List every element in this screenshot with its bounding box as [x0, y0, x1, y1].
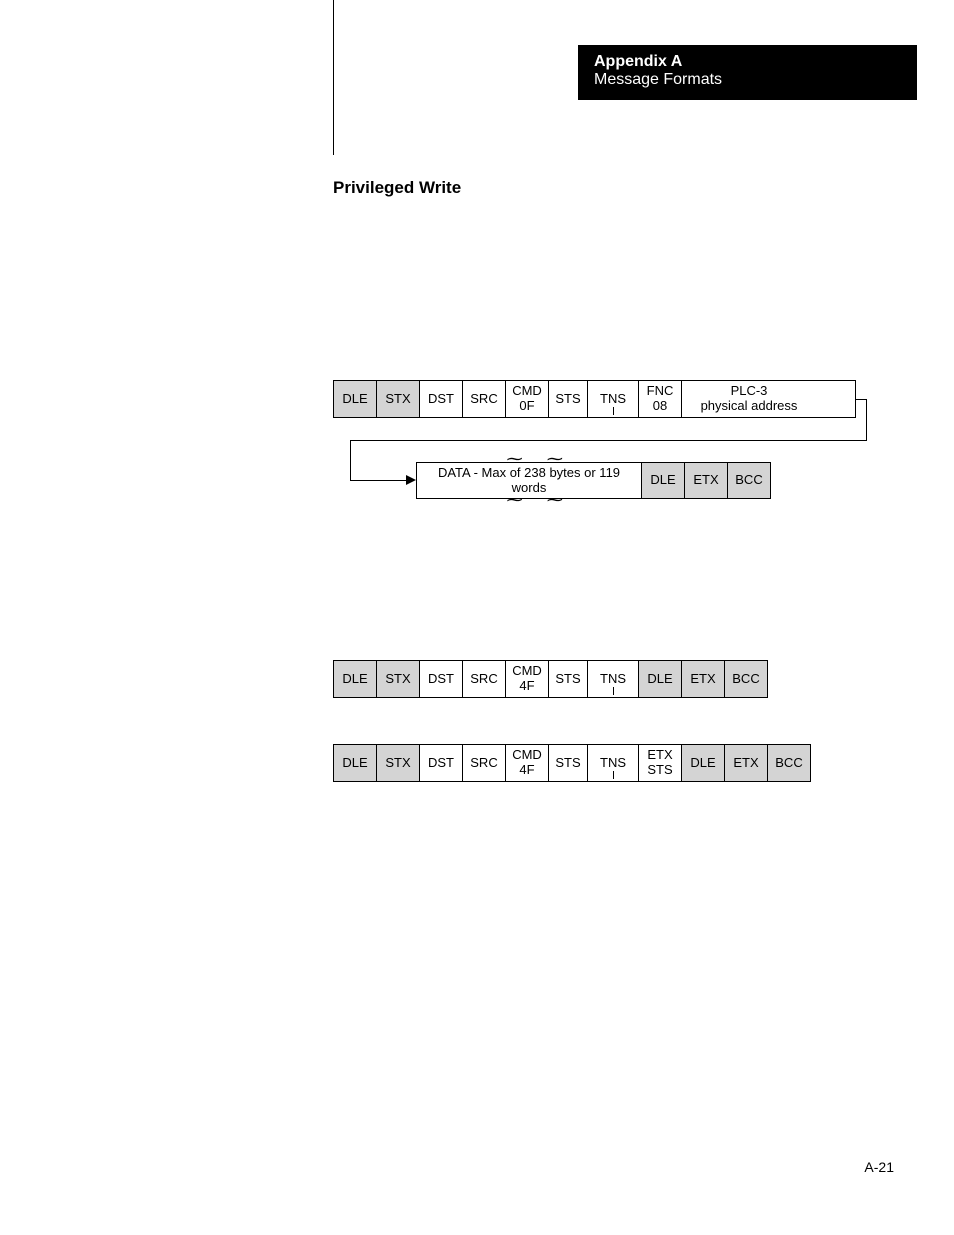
section-title: Privileged Write — [333, 178, 461, 198]
frame-cell: DLE — [333, 380, 377, 418]
frame-cell: SRC — [462, 660, 506, 698]
frame-cell: TNS — [587, 660, 639, 698]
header-box: Appendix A Message Formats — [578, 45, 917, 100]
reply-frame: DLESTXDSTSRCCMD 4FSTSTNSDLEETXBCC — [333, 660, 768, 698]
arrowhead-icon — [406, 475, 416, 485]
frame-cell: ETX — [681, 660, 725, 698]
frame-cell: ETX — [684, 462, 728, 499]
frame-wrap — [816, 380, 856, 418]
frame-cell: PLC-3 physical address — [681, 380, 817, 418]
vertical-rule — [333, 0, 334, 155]
frame-cell: DLE — [681, 744, 725, 782]
frame-cell: DLE — [638, 660, 682, 698]
command-frame-continuation: DATA - Max of 238 bytes or 119 words⁓⁓⁓⁓… — [416, 462, 771, 499]
frame-cell: DST — [419, 380, 463, 418]
frame-cell: DLE — [641, 462, 685, 499]
connector-seg — [350, 440, 351, 480]
frame-cell: DATA - Max of 238 bytes or 119 words⁓⁓⁓⁓ — [416, 462, 642, 499]
frame-cell: TNS — [587, 380, 639, 418]
reply-frame-ext: DLESTXDSTSRCCMD 4FSTSTNSETX STSDLEETXBCC — [333, 744, 811, 782]
appendix-subtitle: Message Formats — [594, 71, 901, 89]
page: Appendix A Message Formats Privileged Wr… — [0, 0, 954, 1235]
appendix-label: Appendix A — [594, 53, 901, 71]
frame-cell: DLE — [333, 744, 377, 782]
frame-cell: BCC — [724, 660, 768, 698]
frame-cell: ETX STS — [638, 744, 682, 782]
page-number: A-21 — [864, 1159, 894, 1175]
frame-cell: BCC — [727, 462, 771, 499]
frame-cell: STS — [548, 744, 588, 782]
frame-cell: SRC — [462, 744, 506, 782]
frame-cell: CMD 0F — [505, 380, 549, 418]
frame-cell: BCC — [767, 744, 811, 782]
frame-cell: SRC — [462, 380, 506, 418]
frame-cell: STX — [376, 380, 420, 418]
connector-seg — [866, 399, 867, 440]
frame-cell: ETX — [724, 744, 768, 782]
command-frame: DLESTXDSTSRCCMD 0FSTSTNSFNC 08PLC-3 phys… — [333, 380, 856, 418]
frame-cell: CMD 4F — [505, 660, 549, 698]
frame-cell: STX — [376, 660, 420, 698]
frame-cell: FNC 08 — [638, 380, 682, 418]
frame-cell: STS — [548, 380, 588, 418]
frame-cell: TNS — [587, 744, 639, 782]
frame-cell: DST — [419, 660, 463, 698]
connector-seg — [350, 440, 867, 441]
frame-cell: CMD 4F — [505, 744, 549, 782]
frame-cell: DLE — [333, 660, 377, 698]
connector-seg — [350, 480, 408, 481]
frame-cell: DST — [419, 744, 463, 782]
frame-cell: STX — [376, 744, 420, 782]
frame-cell: STS — [548, 660, 588, 698]
